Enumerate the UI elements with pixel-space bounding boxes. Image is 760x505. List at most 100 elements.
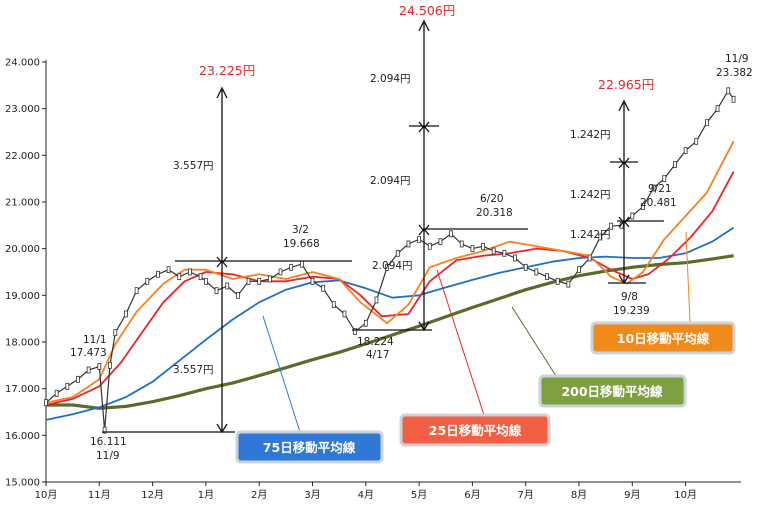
- price-candle: [726, 87, 731, 95]
- arrowhead-icon: [418, 19, 430, 32]
- cross-marker-icon: [216, 256, 228, 268]
- price-candle: [134, 287, 139, 295]
- measure-label-1-lower: 3.557円: [173, 364, 214, 376]
- price-candle: [363, 319, 368, 327]
- annotation-nov9b-date: 11/9: [725, 53, 749, 65]
- price-candle: [278, 268, 283, 276]
- price-candle: [86, 366, 91, 374]
- y-tick-label: 24.000: [5, 57, 40, 68]
- cross-marker-icon: [618, 157, 630, 169]
- price-candle: [438, 238, 443, 246]
- x-tick-label: 1月: [198, 489, 214, 501]
- price-candle: [630, 212, 635, 220]
- y-tick-label: 22.000: [5, 151, 40, 162]
- measure-label-1-upper: 3.557円: [173, 160, 214, 172]
- price-candle: [673, 161, 677, 169]
- arrowhead-icon: [216, 423, 228, 434]
- cross-marker-icon: [418, 121, 430, 133]
- price-candle: [257, 277, 262, 285]
- legend-badge-ma25: [399, 413, 551, 447]
- price-candle: [188, 268, 192, 276]
- price-candle: [65, 382, 70, 390]
- legend-badge-ma75: [235, 430, 384, 464]
- legend-badge-ma10: [590, 321, 736, 355]
- annotation-sep8-value: 19.239: [613, 305, 650, 317]
- annotation-jun20-value: 20.318: [476, 207, 513, 219]
- annotation-sep8-date: 9/8: [621, 291, 638, 303]
- price-candle: [491, 247, 496, 255]
- y-tick-label: 18.000: [5, 337, 40, 348]
- x-tick-label: 11月: [88, 489, 111, 501]
- price-candle: [683, 147, 688, 155]
- price-candle: [145, 277, 150, 285]
- price-candle: [235, 291, 240, 299]
- x-tick-label: 3月: [304, 489, 320, 501]
- price-candle: [76, 375, 80, 383]
- price-candle: [587, 254, 592, 262]
- price-candle: [289, 263, 294, 271]
- x-tick-label: 2月: [251, 489, 267, 501]
- measure-label-3-mid: 1.242円: [570, 189, 611, 201]
- price-candle: [395, 249, 400, 257]
- x-tick-label: 10月: [35, 489, 58, 501]
- cross-marker-icon: [618, 216, 630, 228]
- legend-badge-ma200-label: 200日移動平均線: [561, 384, 663, 399]
- target-label-1: 23.225円: [199, 63, 255, 78]
- measure-label-2-mid: 2.094円: [370, 175, 411, 187]
- price-candle: [299, 260, 304, 268]
- measure-label-2-lower: 2.094円: [372, 260, 413, 272]
- price-candle: [198, 273, 203, 281]
- price-candle: [651, 184, 656, 192]
- price-candle: [598, 233, 603, 241]
- x-tick-label: 6月: [464, 489, 480, 501]
- price-candle: [124, 310, 128, 318]
- y-tick-label: 20.000: [5, 244, 40, 255]
- annotation-nov9-value: 16.111: [90, 436, 127, 448]
- price-candle: [715, 105, 720, 113]
- target-label-3: 22.965円: [598, 77, 654, 92]
- pointer-ma200: [511, 306, 557, 377]
- x-tick-label: 12月: [141, 489, 164, 501]
- price-candle: [385, 263, 390, 271]
- x-tick-label: 7月: [518, 489, 534, 501]
- legend-badge-ma25-label: 25日移動平均線: [429, 423, 522, 438]
- price-candle: [705, 119, 709, 127]
- measure-label-3-upper: 1.242円: [570, 129, 611, 141]
- price-candle: [545, 273, 549, 281]
- annotation-mar2-date: 3/2: [292, 224, 309, 236]
- price-candle: [555, 277, 560, 285]
- x-tick-label: 4月: [358, 489, 374, 501]
- legend-badge-ma200: [538, 374, 687, 408]
- arrowhead-icon: [216, 86, 228, 99]
- x-tick-label: 9月: [624, 489, 640, 501]
- price-candle: [731, 95, 736, 103]
- annotation-nov9b-value: 23.382: [716, 67, 753, 79]
- price-candle: [662, 175, 667, 183]
- arrowhead-icon: [618, 99, 630, 112]
- price-candle: [156, 270, 160, 278]
- cross-marker-icon: [418, 224, 430, 236]
- price-candle: [97, 363, 102, 370]
- price-candle: [225, 282, 230, 290]
- annotation-mar2-value: 19.668: [283, 238, 320, 250]
- y-tick-label: 19.000: [5, 291, 40, 302]
- pointer-ma10: [685, 231, 691, 323]
- series-line-ma10: [45, 140, 735, 404]
- price-candle: [513, 254, 517, 262]
- annotation-sep21-value: 20.481: [640, 197, 677, 209]
- y-tick-label: 17.000: [5, 384, 40, 395]
- pointer-ma75: [262, 315, 301, 433]
- price-candle: [694, 137, 699, 145]
- price-candle: [113, 329, 118, 337]
- price-candle: [166, 266, 171, 274]
- pointer-ma25: [436, 269, 485, 416]
- price-candle: [177, 273, 182, 281]
- price-candle: [609, 222, 613, 230]
- price-candle: [246, 277, 251, 285]
- price-candle: [641, 203, 645, 211]
- series-line-ma25: [45, 171, 735, 406]
- price-candle: [577, 266, 581, 274]
- y-tick-label: 21.000: [5, 197, 40, 208]
- legend-badge-ma10-label: 10日移動平均線: [617, 331, 710, 346]
- price-candle: [321, 284, 326, 292]
